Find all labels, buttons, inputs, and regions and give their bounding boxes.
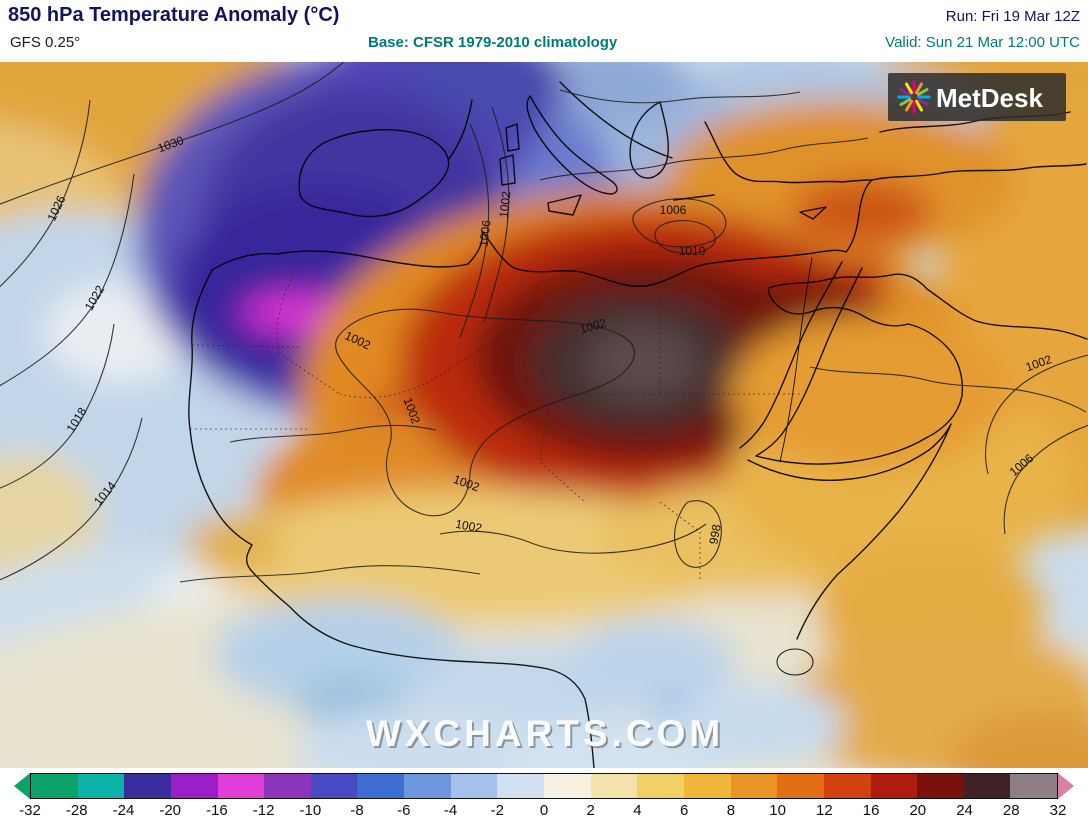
header: 850 hPa Temperature Anomaly (°C) GFS 0.2… [0, 0, 1088, 62]
colorbar-segment [124, 774, 171, 798]
valid-label: Valid: Sun 21 Mar 12:00 UTC [885, 34, 1080, 51]
colorbar-tick-label: -20 [159, 802, 182, 819]
colorbar-segment [544, 774, 591, 798]
colorbar-segment [217, 774, 265, 798]
country-borders [190, 261, 800, 582]
watermark-text: WXCHARTS.COM [366, 713, 724, 754]
colorbar-segment [683, 774, 731, 798]
contour-label: 1010 [679, 244, 706, 258]
colorbar-segment [730, 774, 778, 798]
colorbar-scale [30, 773, 1058, 799]
colorbar-segment [31, 774, 78, 798]
colorbar-segment [170, 774, 218, 798]
metdesk-logo-bg [888, 73, 1066, 121]
colorbar-tick-label: 4 [633, 802, 642, 819]
colorbar-tick-label: 12 [816, 802, 833, 819]
colorbar-tick-label: -4 [443, 802, 458, 819]
contour-label: 1006 [660, 203, 687, 217]
model-label: GFS 0.25° [10, 34, 81, 51]
colorbar-left-arrow [14, 773, 30, 799]
colorbar-segment [917, 774, 964, 798]
coastlines [188, 81, 1088, 768]
colorbar-tick-label: 28 [1002, 802, 1020, 819]
colorbar-right-arrow [1058, 773, 1074, 799]
colorbar-tick-labels: -32 -28 -24 -20 -16 -12 -10 -8 -6 -4 -2 0 2 4 6 8 10 12 16… [19, 802, 1066, 822]
metdesk-star-icon [897, 80, 931, 114]
colorbar-tick-label: -6 [397, 802, 411, 819]
colorbar-segment [450, 774, 498, 798]
colorbar-segment [77, 774, 125, 798]
colorbar-segment [590, 774, 638, 798]
colorbar-segment [823, 774, 871, 798]
colorbar-segment [357, 774, 405, 798]
pressure-contours [0, 62, 1088, 583]
colorbar-tick-label: -32 [19, 802, 41, 819]
colorbar-segment [1010, 774, 1058, 798]
colorbar-tick-label: -28 [65, 802, 88, 819]
colorbar-segment [310, 774, 358, 798]
metdesk-logo-text: MetDesk [936, 83, 1043, 113]
contour-label: 1006 [476, 219, 493, 248]
colorbar-segment [264, 774, 311, 798]
metdesk-logo: MetDesk [888, 73, 1066, 121]
colorbar-tick-label: -10 [299, 802, 322, 819]
colorbar-tick-label: 0 [539, 802, 549, 819]
colorbar [14, 773, 1074, 799]
climatology-label: Base: CFSR 1979-2010 climatology [368, 34, 618, 51]
colorbar-tick-label: 10 [769, 802, 786, 819]
colorbar-segment [404, 774, 451, 798]
watermark-shadow: WXCHARTS.COM [368, 715, 726, 756]
colorbar-tick-label: -16 [206, 802, 228, 819]
contour-label: 998 [706, 523, 723, 545]
colorbar-tick-label: 8 [726, 802, 736, 819]
colorbar-segment [777, 774, 824, 798]
contour-label: 1002 [578, 316, 608, 337]
colorbar-area: -32 -28 -24 -20 -16 -12 -10 -8 -6 -4 -2 0 2 4 6 8 10 12 16… [0, 768, 1088, 833]
page-title: 850 hPa Temperature Anomaly (°C) [8, 4, 340, 26]
colorbar-segment [497, 774, 545, 798]
colorbar-tick-label: -24 [112, 802, 135, 819]
colorbar-tick-label: 32 [1049, 802, 1067, 819]
weather-map-canvas: 1030 1026 1022 1018 1014 1006 1002 1002 … [0, 62, 1088, 768]
colorbar-tick-label: 2 [586, 802, 595, 819]
colorbar-tick-label: -12 [252, 802, 275, 819]
colorbar-segment [963, 774, 1011, 798]
colorbar-tick-label: 20 [909, 802, 927, 819]
contour-label: 1002 [454, 517, 483, 535]
colorbar-segment [637, 774, 684, 798]
colorbar-segment [870, 774, 918, 798]
colorbar-tick-label: -8 [350, 802, 364, 819]
run-label: Run: Fri 19 Mar 12Z [945, 8, 1080, 25]
colorbar-tick-label: 16 [862, 802, 880, 819]
colorbar-tick-label: 24 [956, 802, 973, 819]
colorbar-tick-label: 6 [680, 802, 689, 819]
contour-label: 1002 [497, 190, 514, 218]
colorbar-tick-label: -2 [490, 802, 504, 819]
weather-map: 1030 1026 1022 1018 1014 1006 1002 1002 … [0, 62, 1088, 768]
anomaly-color-field [0, 62, 1088, 768]
watermark: WXCHARTS.COM WXCHARTS.COM [366, 713, 726, 756]
